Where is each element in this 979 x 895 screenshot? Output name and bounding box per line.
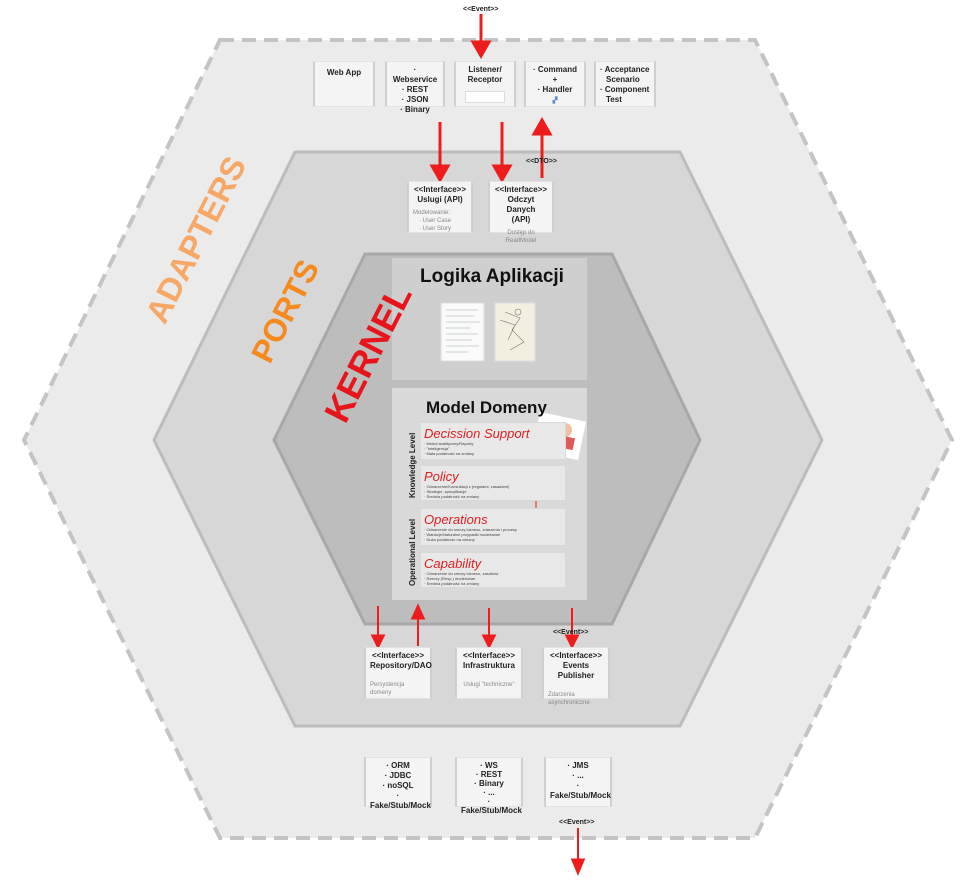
odczyt-title-line: <<Interface>> xyxy=(494,185,548,194)
acceptance-line: · Component xyxy=(600,85,650,94)
row-title: Decission Support xyxy=(424,426,530,441)
row-desc: · Odnarzenie do rzeczy biznesu, zdarzeni… xyxy=(424,527,517,532)
uslugi-sub-line: Modelowanie: xyxy=(413,210,451,216)
bottom-event-label: <<Event>> xyxy=(559,819,595,826)
row-desc: · Duża podatność na zmiany xyxy=(424,537,475,542)
ws-line: · WS xyxy=(480,761,498,770)
knowledge-level-label: Knowledge Level xyxy=(408,432,417,498)
ws-line: · ... xyxy=(483,788,495,797)
row-capability: Capability · Odnarzenie do rzeczy biznes… xyxy=(420,552,566,588)
events-title-line: Events Publisher xyxy=(557,661,595,680)
infrastruktura-title-line: Infrastruktura xyxy=(462,661,515,670)
webservice-item: · Webservice xyxy=(392,65,438,84)
orm-box: · ORM · JDBC · noSQL · Fake/Stub/Mock xyxy=(364,757,432,810)
row-desc: · Średnia podatność na zmiany xyxy=(424,494,480,499)
command-diagram-icon: ▞ xyxy=(552,98,558,104)
row-desc: · Mała podatność na zmiany xyxy=(424,451,475,456)
row-desc: · Odnarzenie/Konsultacji z (regułami, za… xyxy=(424,484,510,489)
repository-interface-box: <<Interface>> Repository/DAO Persystencj… xyxy=(364,647,432,699)
odczyt-sub-line: Dostęp do ReadModel xyxy=(505,230,537,244)
row-title: Capability xyxy=(424,556,482,571)
listener-line: Listener/ xyxy=(468,65,502,74)
uslugi-interface-box: <<Interface>> Uslugi (API) Modelowanie: … xyxy=(407,181,473,233)
orm-line: · ORM xyxy=(386,761,410,770)
events-sub-line: Zdarzenia xyxy=(548,692,575,698)
logika-frame xyxy=(392,258,587,380)
infrastruktura-sub-line: Usługi "techniczne" xyxy=(463,682,515,688)
row-desc: · Strategie, specyfikacje xyxy=(424,489,467,494)
repository-sub-line: domeny xyxy=(370,690,392,696)
uslugi-title-line: <<Interface>> xyxy=(413,185,467,194)
jms-box: · JMS · ... · Fake/Stub/Mock xyxy=(544,757,612,807)
acceptance-line: Scenario xyxy=(606,75,640,84)
orm-line: · JDBC xyxy=(384,771,412,780)
command-line: · Handler xyxy=(537,85,573,94)
infrastruktura-title-line: <<Interface>> xyxy=(462,651,516,660)
acceptance-box: · Acceptance Scenario · Component Test xyxy=(594,61,656,107)
row-desc: · Odnarzenie do rzeczy biznesu, zasobów xyxy=(424,571,499,576)
repository-sub-line: Persystencja xyxy=(370,682,405,688)
model-title: Model Domeny xyxy=(426,398,547,417)
row-desc: · Średnia podatność na zmiany xyxy=(424,581,480,586)
acceptance-line: · Acceptance xyxy=(600,65,650,74)
uslugi-sub-line: · User Story xyxy=(419,226,452,232)
listener-box: Listener/ Receptor xyxy=(454,61,516,107)
ws-line: · Fake/Stub/Mock xyxy=(461,797,522,815)
listener-thumbnail xyxy=(465,91,505,103)
uslugi-sub-line: · User Case xyxy=(419,218,452,224)
infrastruktura-interface-box: <<Interface>> Infrastruktura Usługi "tec… xyxy=(455,647,523,699)
logika-title: Logika Aplikacji xyxy=(420,266,564,287)
arrows xyxy=(370,14,586,876)
events-sub-line: asynchroniczne xyxy=(548,700,590,706)
publisher-event-label: <<Event>> xyxy=(553,629,589,636)
uslugi-title-line: Uslugi (API) xyxy=(417,195,463,204)
row-desc: · Wariacje/Naturalne przypadki modelowań xyxy=(424,532,501,537)
listener-line: Receptor xyxy=(467,75,503,84)
row-policy: Policy · Odnarzenie/Konsultacji z (reguł… xyxy=(420,465,566,501)
dto-label: <<DTO>> xyxy=(526,158,558,165)
ws-box: · WS · REST · Binary · ... · Fake/Stub/M… xyxy=(455,757,523,815)
command-line: · Command xyxy=(533,65,577,74)
command-box: · Command + · Handler ▞ xyxy=(524,61,586,107)
webservice-item: · REST xyxy=(401,85,429,94)
odczyt-title-line: (API) xyxy=(511,215,531,224)
odczyt-title-line: Odczyt Danych xyxy=(506,195,536,214)
webservice-box: · Webservice · REST · JSON · Binary xyxy=(385,61,445,114)
jms-line: · JMS xyxy=(567,761,589,770)
orm-line: · Fake/Stub/Mock xyxy=(370,791,431,810)
top-event-label: <<Event>> xyxy=(463,6,499,13)
logika-doc-1 xyxy=(440,302,485,362)
webapp-label: Web App xyxy=(326,68,362,77)
events-publisher-interface-box: <<Interface>> Events Publisher Zdarzenia… xyxy=(542,647,610,706)
jms-line: · Fake/Stub/Mock xyxy=(550,781,611,800)
command-line: + xyxy=(552,75,558,84)
ws-line: · REST xyxy=(475,770,503,779)
jms-line: · ... xyxy=(572,771,584,780)
repository-title-line: <<Interface>> xyxy=(371,651,425,660)
webservice-item: · Binary xyxy=(400,105,430,114)
events-title-line: <<Interface>> xyxy=(549,651,603,660)
row-title: Policy xyxy=(424,469,459,484)
row-desc: · Moduł analityczny/Raporty xyxy=(424,441,474,446)
row-desc: · "Inteligencja" xyxy=(424,446,450,451)
repository-title-line: Repository/DAO xyxy=(370,661,432,670)
orm-line: · noSQL xyxy=(382,781,414,790)
webservice-item: · JSON xyxy=(401,95,429,104)
operational-level-label: Operational Level xyxy=(408,518,417,586)
row-operations: Operations · Odnarzenie do rzeczy biznes… xyxy=(420,508,566,546)
row-desc: · Rzeczy (Resp.) modelowań xyxy=(424,576,476,581)
row-title: Operations xyxy=(424,512,488,527)
ws-line: · Binary xyxy=(474,779,504,788)
acceptance-line: Test xyxy=(606,95,622,104)
webapp-box: Web App xyxy=(313,61,375,107)
odczyt-interface-box: <<Interface>> Odczyt Danych (API) Dostęp… xyxy=(488,181,554,244)
row-decission-support: Decission Support · Moduł analityczny/Ra… xyxy=(420,422,566,460)
